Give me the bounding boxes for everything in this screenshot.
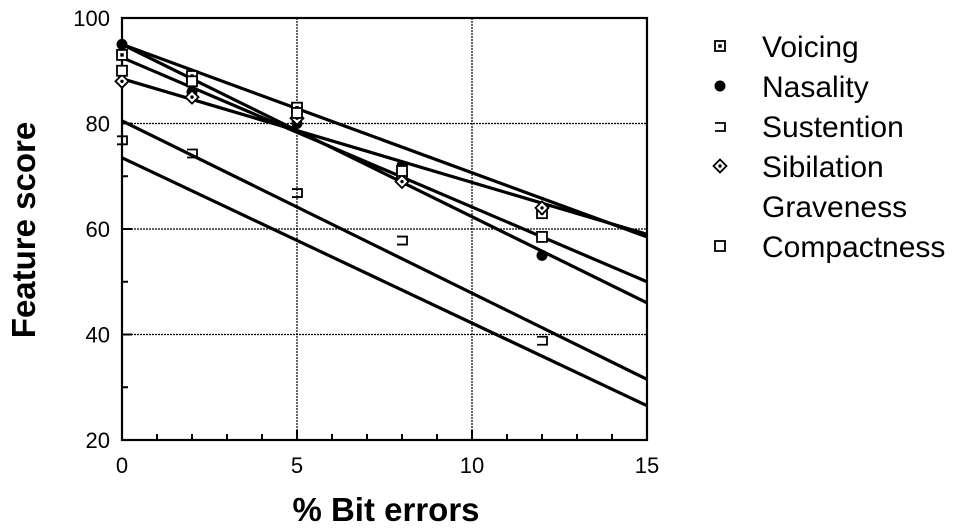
fit-line bbox=[121, 42, 648, 305]
legend-marker bbox=[715, 122, 726, 132]
fit-line bbox=[121, 156, 648, 408]
legend: Voicing Nasality Sustention Sibilation Grave… bbox=[712, 31, 945, 264]
fit-line bbox=[121, 119, 648, 381]
data-point bbox=[537, 335, 548, 346]
y-tick-label: 20 bbox=[86, 428, 110, 453]
data-point bbox=[397, 235, 408, 246]
axes: 0 5 10 15 20 40 60 80 100 bbox=[73, 6, 659, 478]
legend-label: Compactness bbox=[762, 231, 945, 264]
y-tick-label: 60 bbox=[86, 217, 110, 242]
legend-marker bbox=[714, 240, 726, 252]
data-point bbox=[116, 38, 128, 50]
legend-marker bbox=[712, 158, 728, 174]
data-point bbox=[536, 249, 548, 261]
x-tick-label: 0 bbox=[116, 453, 128, 478]
data-point bbox=[394, 173, 410, 190]
fit-lines bbox=[121, 42, 648, 408]
fit-line bbox=[121, 42, 648, 239]
x-tick-label: 5 bbox=[291, 453, 303, 478]
fit-line bbox=[121, 56, 648, 284]
legend-marker bbox=[714, 80, 726, 92]
y-tick-label: 40 bbox=[86, 323, 110, 348]
data-point bbox=[536, 231, 548, 243]
data-point bbox=[184, 89, 200, 105]
data-point bbox=[116, 64, 128, 77]
data-point bbox=[291, 107, 303, 119]
data-point bbox=[292, 188, 303, 198]
x-tick-label: 10 bbox=[460, 453, 484, 478]
x-tick-label: 15 bbox=[635, 453, 659, 478]
y-tick-label: 100 bbox=[73, 6, 110, 31]
data-point bbox=[187, 148, 198, 159]
data-points bbox=[114, 38, 550, 346]
data-point bbox=[117, 135, 128, 146]
data-point bbox=[114, 73, 130, 90]
grid bbox=[122, 18, 647, 440]
fit-line bbox=[121, 77, 648, 236]
y-axis-title: Feature score bbox=[5, 122, 42, 338]
data-point bbox=[534, 200, 550, 216]
legend-marker bbox=[714, 40, 726, 52]
legend-label: Sustention bbox=[762, 111, 904, 144]
legend-label: Voicing bbox=[762, 31, 859, 64]
y-tick-label: 80 bbox=[86, 112, 110, 137]
data-point bbox=[186, 75, 198, 88]
x-axis-title: % Bit errors bbox=[292, 491, 479, 528]
data-point bbox=[396, 165, 408, 177]
legend-label: Nasality bbox=[762, 71, 869, 104]
legend-label: Sibilation bbox=[762, 151, 884, 184]
data-point bbox=[116, 49, 128, 61]
legend-label: Graveness bbox=[762, 191, 907, 224]
